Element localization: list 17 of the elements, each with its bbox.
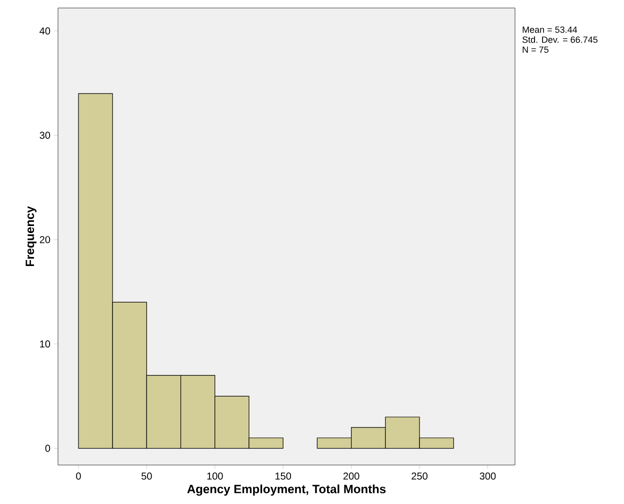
y-tick-label: 20 xyxy=(40,236,50,244)
x-tick-label: 300 xyxy=(480,472,496,480)
x-tick-label: 200 xyxy=(343,472,360,480)
y-tick-label: 40 xyxy=(40,27,50,34)
x-tick-label: 0 xyxy=(76,472,81,480)
x-tick-label: 100 xyxy=(207,472,223,480)
text: Std. Dev. = 66.745 xyxy=(522,36,598,43)
y-tick-label: 10 xyxy=(40,340,50,348)
text: N = 75 xyxy=(522,46,548,53)
y-tick-label: 0 xyxy=(45,444,50,452)
x-tick-label: 50 xyxy=(142,472,152,480)
y-axis-title: Frequency xyxy=(26,206,36,266)
x-tick-label: 250 xyxy=(412,472,428,480)
y-tick-label: 30 xyxy=(40,132,50,139)
x-tick-label: 150 xyxy=(276,472,292,480)
text: Mean = 53.44 xyxy=(522,26,578,33)
x-axis-title: Agency Employment, Total Months xyxy=(187,484,386,496)
